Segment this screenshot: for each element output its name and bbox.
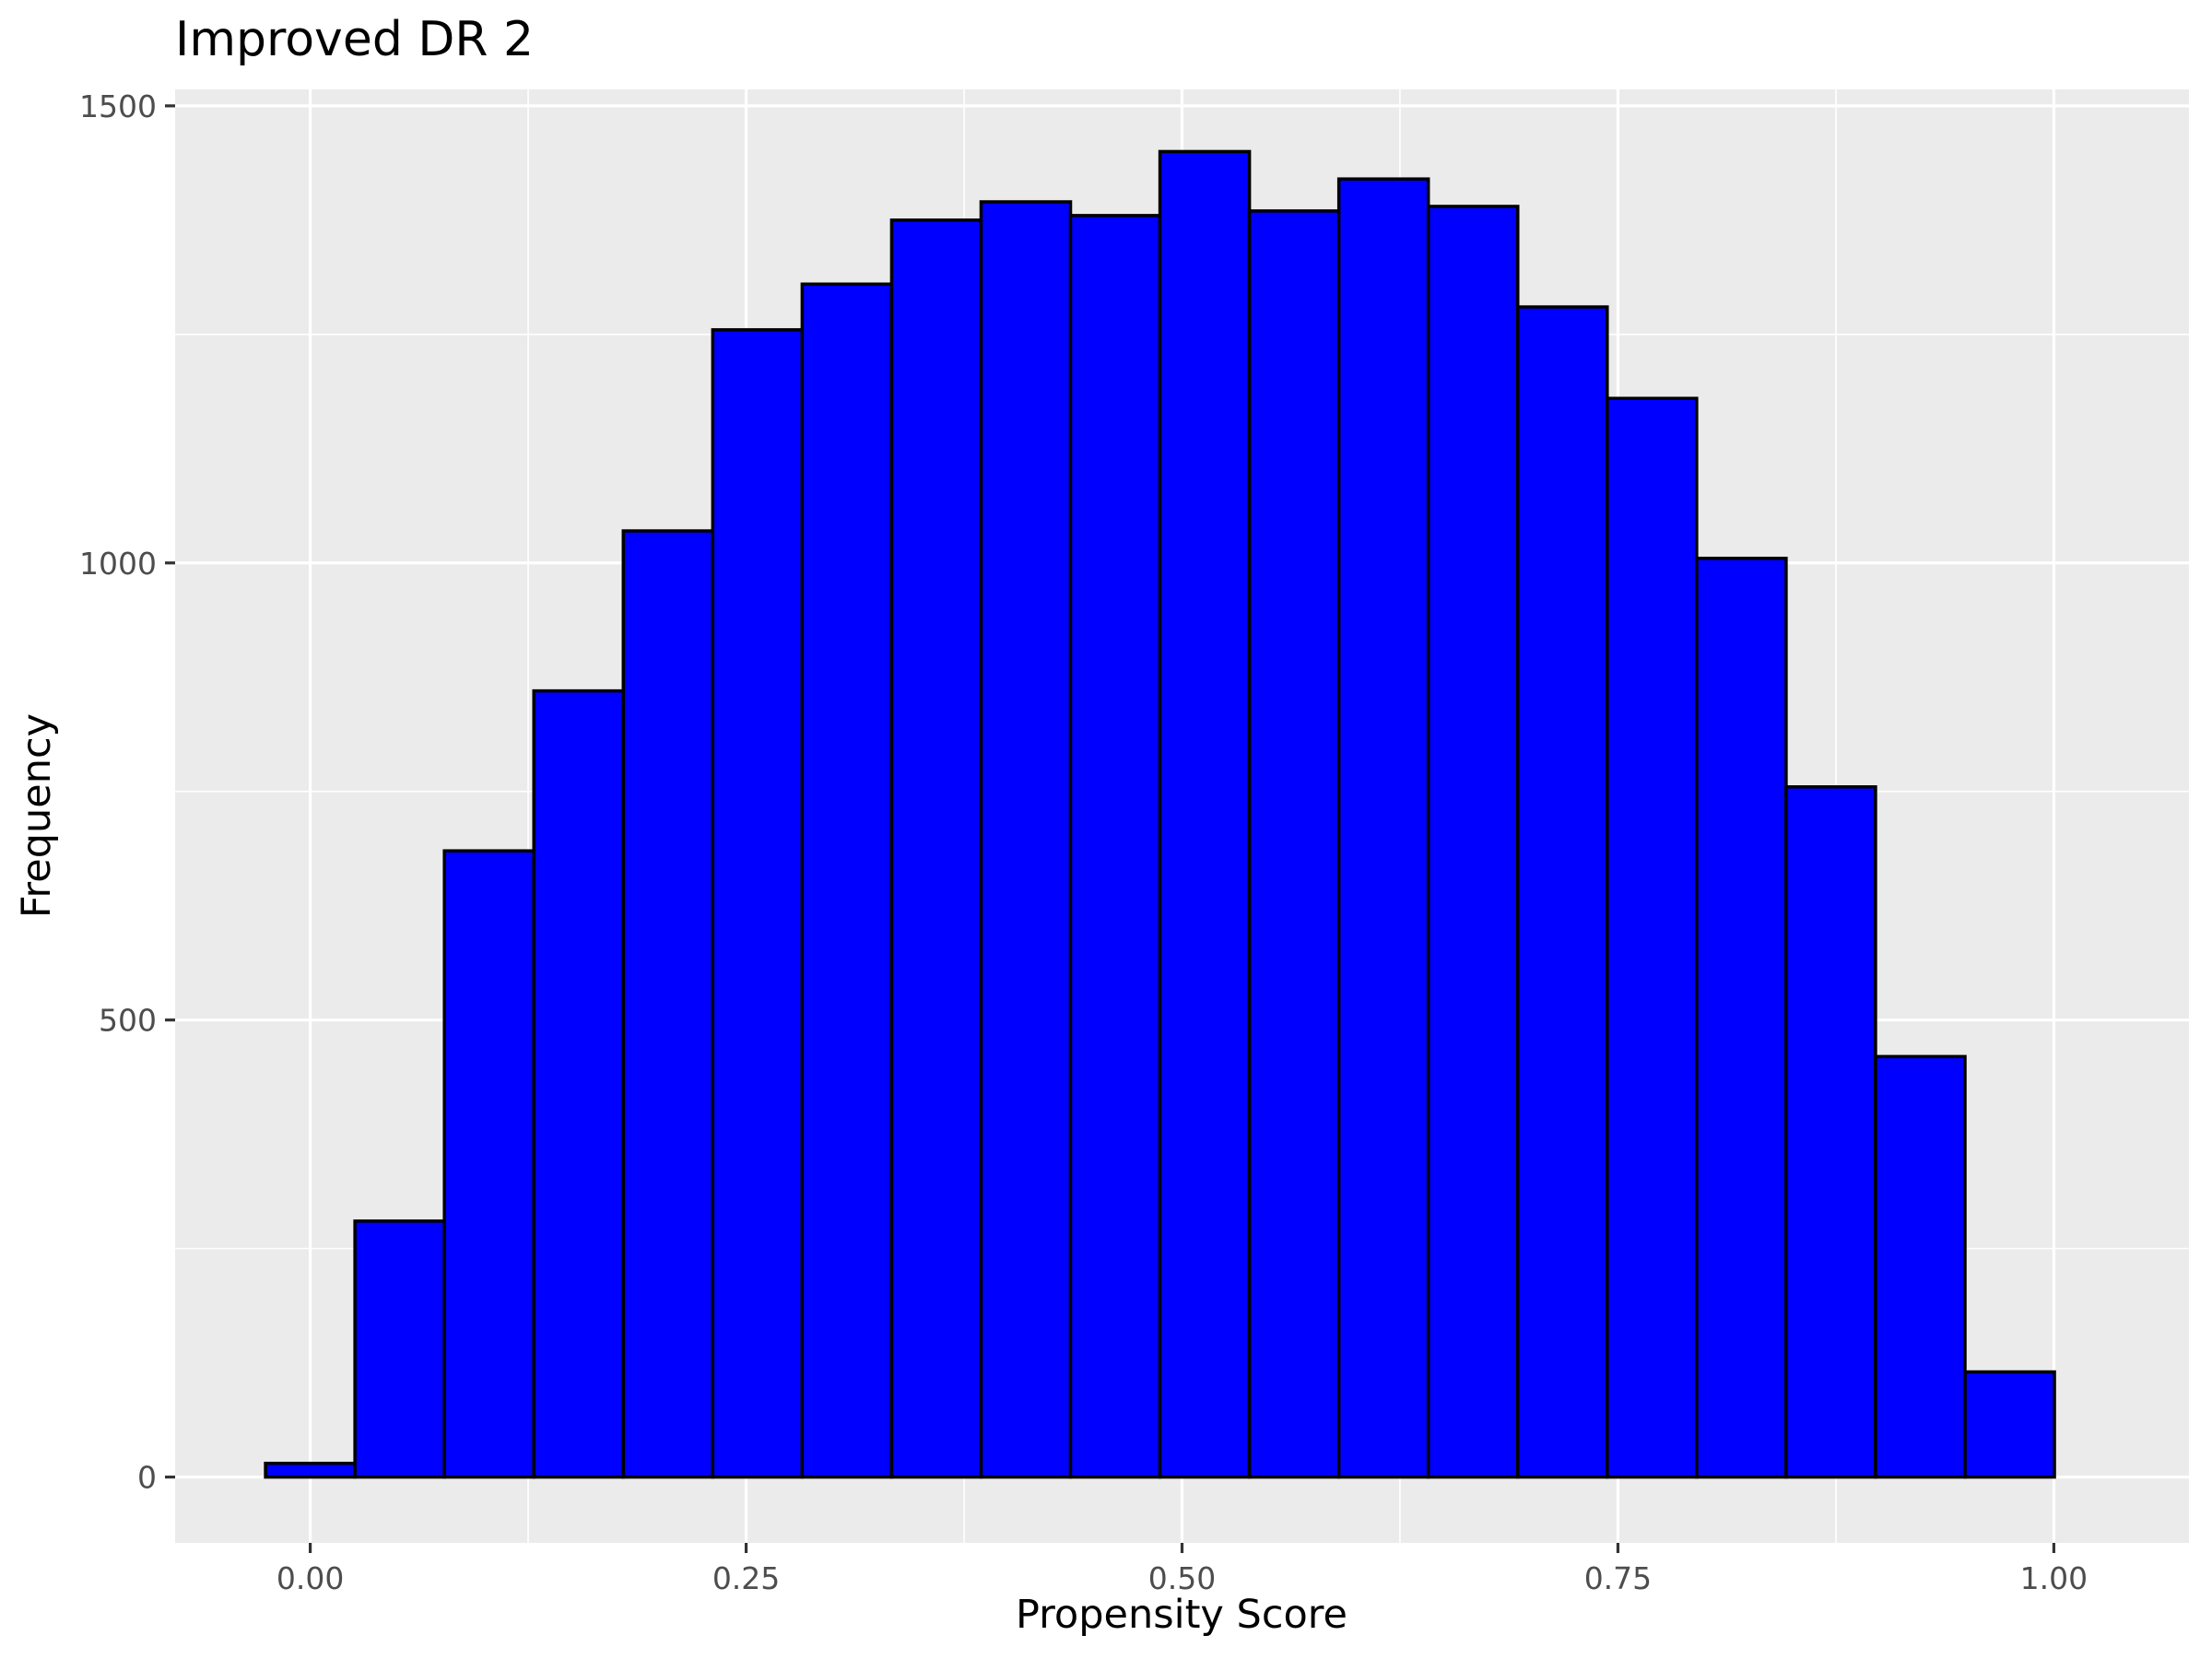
histogram-bar [1158,149,1252,1479]
y-tick-label: 500 [99,1003,157,1039]
histogram-bar [532,688,626,1479]
y-tick-label: 1500 [79,88,157,124]
histogram-bar [979,200,1073,1479]
x-axis-title: Propensity Score [1016,1592,1347,1638]
chart-title: Improved DR 2 [175,12,534,67]
y-tick-label: 0 [137,1460,157,1496]
histogram-bar [1336,177,1430,1479]
histogram-bar [621,529,715,1479]
histogram-bar [1247,209,1341,1479]
histogram-bar [800,282,894,1479]
histogram-bar [1963,1370,2056,1479]
x-axis: 0.00 0.25 0.50 0.75 1.00 [276,1543,2088,1596]
histogram-bar [711,328,805,1479]
x-tick-label: 1.00 [2020,1560,2088,1596]
histogram-bar [1068,214,1162,1479]
histogram-bar [1516,305,1609,1479]
histogram-bar [889,218,983,1479]
histogram-bar [1695,557,1788,1479]
y-axis-title: Frequency [14,713,60,918]
y-tick-label: 1000 [79,546,157,582]
histogram-bar [1784,785,1877,1479]
x-tick-label: 0.00 [276,1560,344,1596]
histogram-bar [264,1461,357,1479]
x-tick-label: 0.75 [1584,1560,1652,1596]
histogram-bar [442,849,535,1479]
histogram-bar [1606,396,1699,1479]
histogram-bar [353,1219,446,1479]
histogram-bars [264,149,2056,1479]
x-tick-label: 0.25 [712,1560,780,1596]
x-tick-label: 0.50 [1148,1560,1216,1596]
histogram-bar [1426,205,1520,1479]
histogram-bar [1874,1054,1967,1479]
y-axis: 0 500 1000 1500 [79,88,175,1496]
